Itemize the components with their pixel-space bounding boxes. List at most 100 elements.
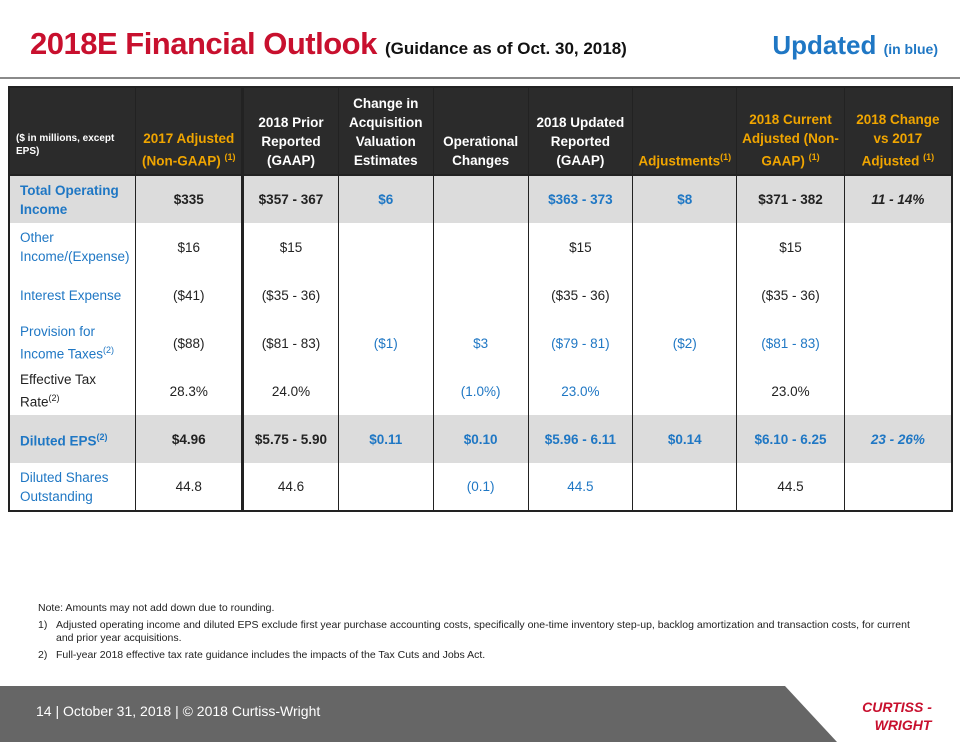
table-cell: ($2)	[632, 319, 738, 367]
row-label: Diluted EPS(2)	[8, 415, 137, 463]
table-cell	[843, 271, 953, 319]
table-cell: 44.6	[241, 463, 339, 511]
table-cell: $15	[736, 223, 845, 271]
col-header-2017-adjusted: 2017 Adjusted (Non-GAAP) (1)	[135, 87, 244, 176]
table-cell: 23.0%	[736, 367, 845, 415]
table-cell	[843, 367, 953, 415]
table-cell: ($41)	[135, 271, 244, 319]
col-header-operational-changes: Operational Changes	[432, 87, 529, 176]
table-cell	[632, 223, 738, 271]
table-row: Interest Expense ($41) ($35 - 36) ($35 -…	[8, 271, 953, 319]
updated-note: (in blue)	[883, 41, 938, 57]
updated-label: Updated	[772, 30, 877, 60]
table-cell: $0.14	[632, 415, 738, 463]
footnote-2: 2) Full-year 2018 effective tax rate gui…	[38, 649, 918, 662]
table-cell: ($35 - 36)	[736, 271, 845, 319]
title-bar: 2018E Financial Outlook (Guidance as of …	[0, 0, 960, 79]
footnote-number: 2)	[38, 649, 48, 661]
table-cell	[632, 271, 738, 319]
table-cell: $15	[527, 223, 634, 271]
page-subtitle: (Guidance as of Oct. 30, 2018)	[384, 39, 627, 58]
table-cell: 24.0%	[241, 367, 339, 415]
col-header-2018-prior: 2018 Prior Reported (GAAP)	[241, 87, 339, 176]
table-cell	[432, 223, 529, 271]
table-cell: $0.11	[337, 415, 434, 463]
table-cell	[843, 223, 953, 271]
table-cell: ($79 - 81)	[527, 319, 634, 367]
col-header-adjustments: Adjustments(1)	[632, 87, 738, 176]
table-cell: 23.0%	[527, 367, 634, 415]
table-cell	[632, 463, 738, 511]
col-header-2018-updated: 2018 Updated Reported (GAAP)	[527, 87, 634, 176]
table-cell	[337, 463, 434, 511]
table-cell: ($35 - 36)	[527, 271, 634, 319]
table-cell: 28.3%	[135, 367, 244, 415]
logo-line-2: WRIGHT	[875, 717, 933, 733]
table-header-row: ($ in millions, except EPS) 2017 Adjuste…	[8, 87, 953, 176]
footer-text: 14 | October 31, 2018 | © 2018 Curtiss-W…	[36, 703, 321, 719]
footnote-1: 1) Adjusted operating income and diluted…	[38, 619, 918, 645]
title-divider	[0, 77, 960, 79]
table-cell: ($88)	[135, 319, 244, 367]
table-row: Diluted Shares Outstanding 44.8 44.6 (0.…	[8, 463, 953, 511]
footnote-text: Adjusted operating income and diluted EP…	[56, 619, 910, 644]
table-cell: ($81 - 83)	[736, 319, 845, 367]
table-cell: $16	[135, 223, 244, 271]
table-row: Diluted EPS(2) $4.96 $5.75 - 5.90 $0.11 …	[8, 415, 953, 463]
table-cell: $5.96 - 6.11	[527, 415, 634, 463]
table-row: Provision for Income Taxes(2) ($88) ($81…	[8, 319, 953, 367]
curtiss-wright-logo: CURTISS - WRIGHT	[785, 686, 960, 742]
table-cell	[337, 223, 434, 271]
updated-legend: Updated (in blue)	[772, 30, 938, 61]
table-cell: $363 - 373	[527, 175, 634, 223]
col-header-2018-current-adjusted: 2018 Current Adjusted (Non-GAAP) (1)	[736, 87, 845, 176]
table-cell	[337, 271, 434, 319]
rounding-note: Note: Amounts may not add down due to ro…	[38, 602, 275, 614]
table-cell: 11 - 14%	[843, 175, 953, 223]
table-cell: $15	[241, 223, 339, 271]
table-cell: 44.5	[527, 463, 634, 511]
table-cell: ($35 - 36)	[241, 271, 339, 319]
table-cell: (0.1)	[432, 463, 529, 511]
table-cell	[843, 319, 953, 367]
footer-bar: 14 | October 31, 2018 | © 2018 Curtiss-W…	[0, 686, 960, 742]
table-cell: $357 - 367	[241, 175, 339, 223]
table-row: Effective Tax Rate(2) 28.3% 24.0% (1.0%)…	[8, 367, 953, 415]
table-cell	[843, 463, 953, 511]
table-cell	[432, 175, 529, 223]
row-label: Total Operating Income	[8, 175, 137, 223]
table-cell: ($81 - 83)	[241, 319, 339, 367]
row-label: Interest Expense	[8, 271, 137, 319]
row-label: Diluted Shares Outstanding	[8, 463, 137, 511]
col-header-2018-change: 2018 Change vs 2017 Adjusted (1)	[843, 87, 953, 176]
table-cell: ($1)	[337, 319, 434, 367]
table-cell: 44.5	[736, 463, 845, 511]
table-row: Total Operating Income $335 $357 - 367 $…	[8, 175, 953, 223]
table-cell: 23 - 26%	[843, 415, 953, 463]
table-cell: (1.0%)	[432, 367, 529, 415]
table-cell: $5.75 - 5.90	[241, 415, 339, 463]
table-cell: $371 - 382	[736, 175, 845, 223]
page-title-text: 2018E Financial Outlook	[30, 26, 377, 61]
table-cell: $6.10 - 6.25	[736, 415, 845, 463]
col-header-acquisition-change: Change in Acquisition Valuation Estimate…	[337, 87, 434, 176]
table-cell: 44.8	[135, 463, 244, 511]
table-cell: $3	[432, 319, 529, 367]
footnote-text: Full-year 2018 effective tax rate guidan…	[56, 649, 486, 661]
row-label: Other Income/(Expense)	[8, 223, 137, 271]
page-title: 2018E Financial Outlook (Guidance as of …	[30, 26, 627, 62]
footnotes: Note: Amounts may not add down due to ro…	[38, 602, 918, 666]
table-cell: $4.96	[135, 415, 244, 463]
table-cell	[337, 367, 434, 415]
table-row: Other Income/(Expense) $16 $15 $15 $15	[8, 223, 953, 271]
row-label: Provision for Income Taxes(2)	[8, 319, 137, 367]
row-label: Effective Tax Rate(2)	[8, 367, 137, 415]
table-cell: $335	[135, 175, 244, 223]
footnote-number: 1)	[38, 619, 48, 631]
logo-line-1: CURTISS -	[862, 699, 932, 715]
table-cell	[632, 367, 738, 415]
corner-header: ($ in millions, except EPS)	[8, 87, 137, 176]
guidance-table: ($ in millions, except EPS) 2017 Adjuste…	[8, 86, 953, 512]
table-cell	[432, 271, 529, 319]
table-cell: $0.10	[432, 415, 529, 463]
